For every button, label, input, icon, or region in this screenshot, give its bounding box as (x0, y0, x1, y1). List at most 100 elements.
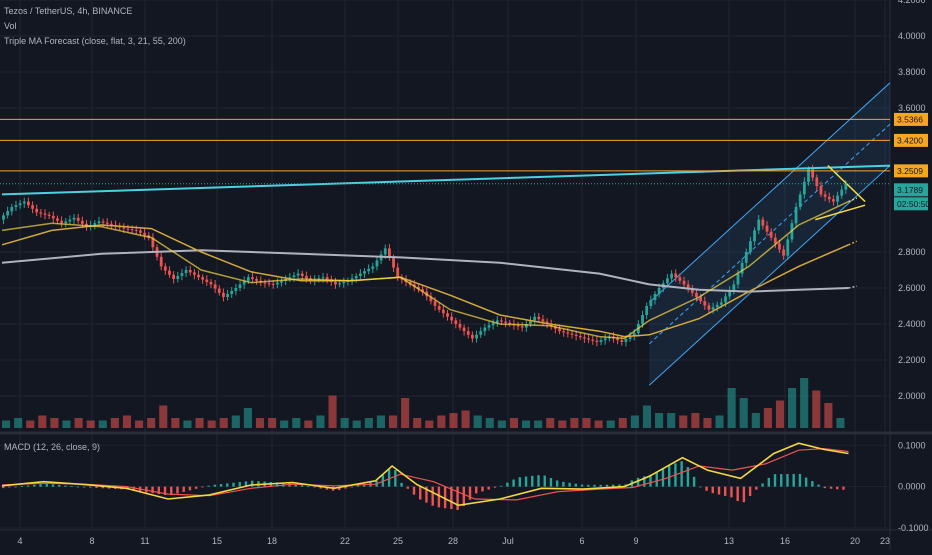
volume-bar (280, 420, 289, 428)
candle-body (47, 214, 51, 216)
macd-histogram-bar (661, 468, 665, 487)
macd-histogram-bar (605, 484, 609, 487)
candle-body (151, 237, 155, 248)
candle-body (616, 338, 620, 341)
candle-body (441, 309, 445, 314)
candle-body (392, 258, 395, 268)
macd-histogram-bar (425, 486, 428, 503)
candle-body (844, 183, 848, 190)
candle-body (296, 273, 300, 276)
last-price-badge: 3.1789 (894, 183, 928, 197)
macd-histogram-bar (338, 486, 341, 491)
macd-histogram-bar (574, 483, 578, 487)
macd-histogram-bar (176, 486, 179, 494)
symbol-legend[interactable]: Tezos / TetherUS, 4h, BINANCE (4, 6, 133, 16)
macd-histogram-bar (537, 475, 540, 487)
candle-body (757, 219, 761, 231)
macd-histogram-bar (39, 484, 42, 487)
countdown-badge: 02:50:50 (894, 197, 930, 211)
candle-body (516, 325, 520, 327)
candle-body (217, 288, 221, 293)
time-tick-label: 28 (448, 536, 458, 546)
macd-histogram-bar (836, 486, 839, 490)
candle-body (529, 320, 532, 324)
candle-body (578, 336, 582, 338)
candle-body (10, 207, 14, 212)
macd-histogram-bar (412, 486, 416, 495)
candle-body (433, 301, 437, 306)
volume-bar (558, 420, 567, 428)
volume-bar (679, 415, 688, 428)
candle-body (159, 256, 163, 267)
candle-body (222, 292, 225, 297)
candle-body (599, 340, 603, 342)
candle-body (470, 334, 474, 339)
candle-body (109, 223, 113, 225)
candle-body (500, 320, 503, 322)
candle-body (35, 208, 39, 213)
macd-histogram-bar (132, 486, 136, 491)
volume-bar (703, 418, 712, 428)
candle-body (51, 216, 55, 219)
macd-histogram-bar (70, 486, 73, 487)
macd-histogram-bar (232, 482, 235, 487)
macd-legend[interactable]: MACD (12, 26, close, 9) (4, 442, 101, 452)
macd-histogram-bar (531, 475, 534, 487)
forecast-legend[interactable]: Triple MA Forecast (close, flat, 3, 21, … (4, 36, 186, 46)
volume-bar (376, 415, 385, 428)
macd-histogram-bar (823, 486, 827, 489)
time-tick-label: 23 (880, 536, 890, 546)
macd-histogram-bar (468, 486, 472, 500)
candle-body (246, 277, 250, 281)
macd-histogram-bar (394, 470, 397, 487)
candle-body (267, 283, 271, 285)
macd-histogram-bar (145, 486, 148, 493)
candle-body (836, 195, 839, 202)
macd-histogram-bar (387, 469, 391, 487)
volume-bar (763, 408, 772, 428)
candle-body (508, 322, 512, 324)
candle-body (122, 227, 126, 229)
countdown-badge-bg (894, 197, 928, 211)
price-tick-label: 2.8000 (898, 247, 926, 257)
macd-histogram-bar (792, 474, 795, 487)
candle-body (255, 279, 259, 281)
candle-body (462, 327, 466, 332)
macd-histogram-bar (804, 477, 808, 487)
candle-body (744, 252, 748, 263)
volume-bar (836, 418, 845, 428)
price-tick-label: 4.2000 (898, 0, 926, 5)
volume-bar (521, 420, 531, 428)
macd-histogram-bar (244, 481, 248, 487)
volume-bar (364, 418, 373, 428)
macd-histogram-bar (649, 474, 652, 487)
candle-body (520, 326, 524, 328)
volume-bar (437, 415, 446, 428)
candle-body (14, 205, 18, 207)
candle-body (6, 211, 10, 216)
candle-body (31, 205, 34, 209)
macd-histogram-bar (89, 486, 92, 488)
candle-body (201, 277, 205, 280)
candle-body (749, 241, 752, 252)
macd-histogram-bar (568, 482, 571, 487)
candle-body (728, 290, 732, 297)
candle-body (624, 339, 628, 342)
macd-histogram-bar (748, 486, 752, 496)
candle-body (180, 273, 184, 276)
macd-histogram-bar (699, 486, 702, 488)
volume-bar (195, 418, 204, 428)
time-tick-label: 25 (393, 536, 403, 546)
volume-legend[interactable]: Vol (4, 21, 17, 31)
time-tick-label: 15 (212, 536, 222, 546)
candle-body (773, 237, 777, 244)
macd-histogram-bar (499, 485, 503, 487)
candle-body (205, 279, 209, 282)
last-price-badge-text: 3.1789 (897, 185, 923, 195)
macd-histogram-bar (481, 486, 484, 492)
macd-tick-label: 0.1000 (898, 440, 926, 450)
volume-bar (497, 420, 506, 428)
macd-histogram-bar (705, 486, 708, 491)
